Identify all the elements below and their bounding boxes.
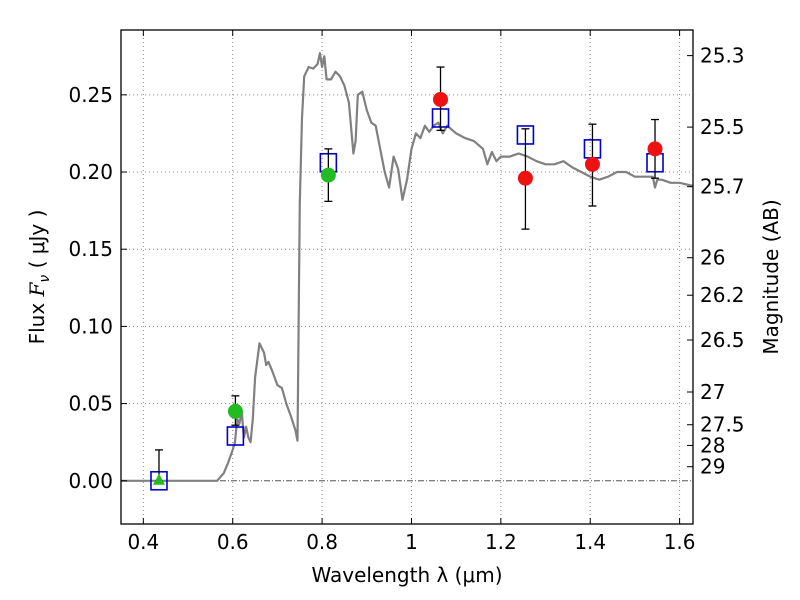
sed-model-line: [121, 52, 694, 482]
mag-tick-label: 27: [700, 380, 725, 404]
y-axis-label-symbol: F: [25, 281, 49, 297]
x-tick-label: 0.4: [127, 530, 159, 554]
x-tick-label: 0.6: [217, 530, 249, 554]
y-tick-label: 0.00: [68, 469, 113, 493]
y-axis-label-subscript: ν: [37, 275, 53, 283]
x-axis-label: Wavelength λ (μm): [311, 563, 502, 587]
y-tick-label: 0.05: [68, 392, 113, 416]
y-tick-label: 0.10: [68, 314, 113, 338]
y2-axis-label: Magnitude (AB): [759, 199, 783, 354]
mag-tick-label: 26.2: [700, 283, 745, 307]
series-layer: [121, 52, 694, 491]
mag-tick-label: 28: [700, 433, 725, 457]
observed-flux-point: [647, 141, 663, 157]
mag-tick-label: 26.5: [700, 328, 745, 352]
x-tick-label: 1.2: [485, 530, 517, 554]
mag-tick-label: 25.5: [700, 115, 745, 139]
x-tick-label: 0.8: [306, 530, 338, 554]
mag-tick-label: 25.7: [700, 175, 745, 199]
x-tick-label: 1.4: [574, 530, 606, 554]
plot-frame: [120, 29, 694, 525]
x-tick-label: 1.6: [664, 530, 696, 554]
observed-flux-point: [227, 403, 243, 419]
upper-limit-triangle: [152, 473, 165, 485]
y-axis-label-prefix: Flux: [25, 296, 49, 344]
grid: [121, 30, 693, 524]
observed-flux-point: [433, 91, 449, 107]
tick-labels: 0.4 0.6 0.8 1 1.2 1.4 1.6 0.00 0.05 0.10 0.15 0.20 0…: [68, 44, 744, 554]
y-tick-label: 0.15: [68, 237, 113, 261]
observed-flux-point: [584, 156, 600, 172]
x-tick-label: 1: [405, 530, 418, 554]
y-tick-label: 0.25: [68, 83, 113, 107]
mag-tick-label: 26: [700, 246, 725, 270]
y-axis-label: Flux Fν ( μJy ): [25, 210, 53, 345]
mag-tick-label: 29: [700, 455, 725, 479]
y-tick-label: 0.20: [68, 160, 113, 184]
model-flux-square: [226, 426, 245, 446]
ticks: [121, 30, 693, 524]
observed-flux-point: [517, 170, 533, 186]
plot-background: [121, 30, 693, 524]
mag-tick-label: 25.3: [700, 44, 745, 68]
observed-flux-point: [320, 167, 336, 183]
mag-tick-label: 27.5: [700, 413, 745, 437]
y-axis-label-suffix: ( μJy ): [25, 210, 49, 275]
